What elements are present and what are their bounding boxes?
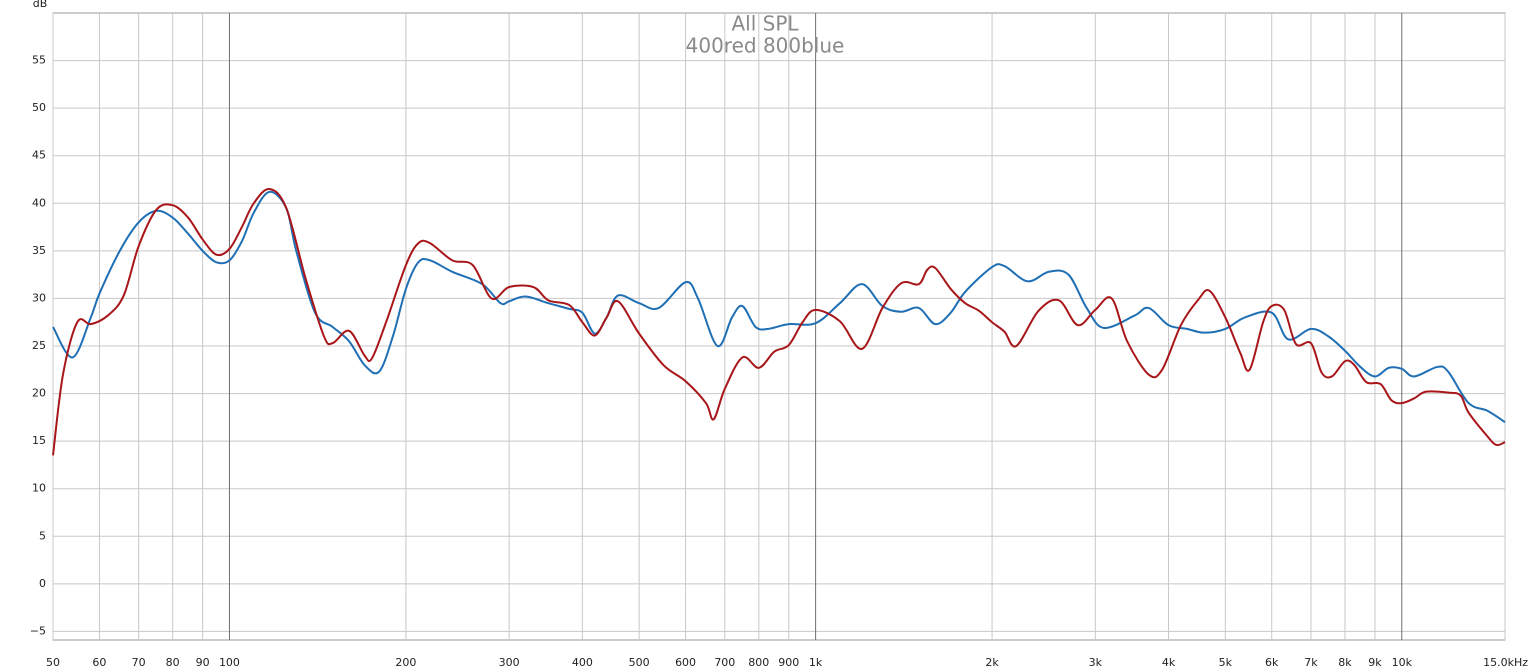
- x-tick-label: 8k: [1338, 656, 1352, 669]
- y-tick-label: 15: [32, 434, 46, 447]
- x-tick-label: 200: [395, 656, 416, 669]
- x-tick-label: 100: [219, 656, 240, 669]
- x-tick-label: 400: [572, 656, 593, 669]
- chart-subtitle: 400red 800blue: [686, 34, 845, 58]
- x-tick-label: 300: [499, 656, 520, 669]
- y-tick-label: 35: [32, 244, 46, 257]
- x-tick-label: 4k: [1162, 656, 1176, 669]
- y-tick-label: 40: [32, 196, 46, 209]
- y-axis-label: dB: [33, 0, 48, 10]
- x-tick-label: 10k: [1392, 656, 1413, 669]
- series-line: [52, 188, 1506, 456]
- x-tick-label: 90: [196, 656, 210, 669]
- x-tick-label: 70: [132, 656, 146, 669]
- y-tick-label: 25: [32, 339, 46, 352]
- y-tick-label: 0: [39, 577, 46, 590]
- x-tick-label: 60: [92, 656, 106, 669]
- x-tick-label: 800: [748, 656, 769, 669]
- x-tick-label: 5k: [1219, 656, 1233, 669]
- series-line: [52, 190, 1506, 423]
- y-tick-label: 20: [32, 387, 46, 400]
- x-tick-label: 80: [166, 656, 180, 669]
- y-tick-label: 50: [32, 101, 46, 114]
- y-tick-label: 30: [32, 291, 46, 304]
- y-tick-label: 45: [32, 149, 46, 162]
- x-tick-label: 7k: [1304, 656, 1318, 669]
- y-tick-label: −5: [30, 624, 46, 637]
- x-tick-label: 900: [778, 656, 799, 669]
- x-tick-label: 6k: [1265, 656, 1279, 669]
- x-tick-label: 50: [46, 656, 60, 669]
- y-tick-label: 10: [32, 482, 46, 495]
- x-tick-label: 9k: [1368, 656, 1382, 669]
- x-tick-label: 2k: [985, 656, 999, 669]
- x-tick-label: 1k: [809, 656, 823, 669]
- y-tick-label: 5: [39, 529, 46, 542]
- x-tick-label: 600: [675, 656, 696, 669]
- y-tick-label: 55: [32, 54, 46, 67]
- chart-title: All SPL: [731, 12, 799, 36]
- x-tick-label: 500: [629, 656, 650, 669]
- x-tick-label: 3k: [1089, 656, 1103, 669]
- x-tick-label: 15.0kHz: [1483, 656, 1528, 669]
- x-tick-label: 700: [714, 656, 735, 669]
